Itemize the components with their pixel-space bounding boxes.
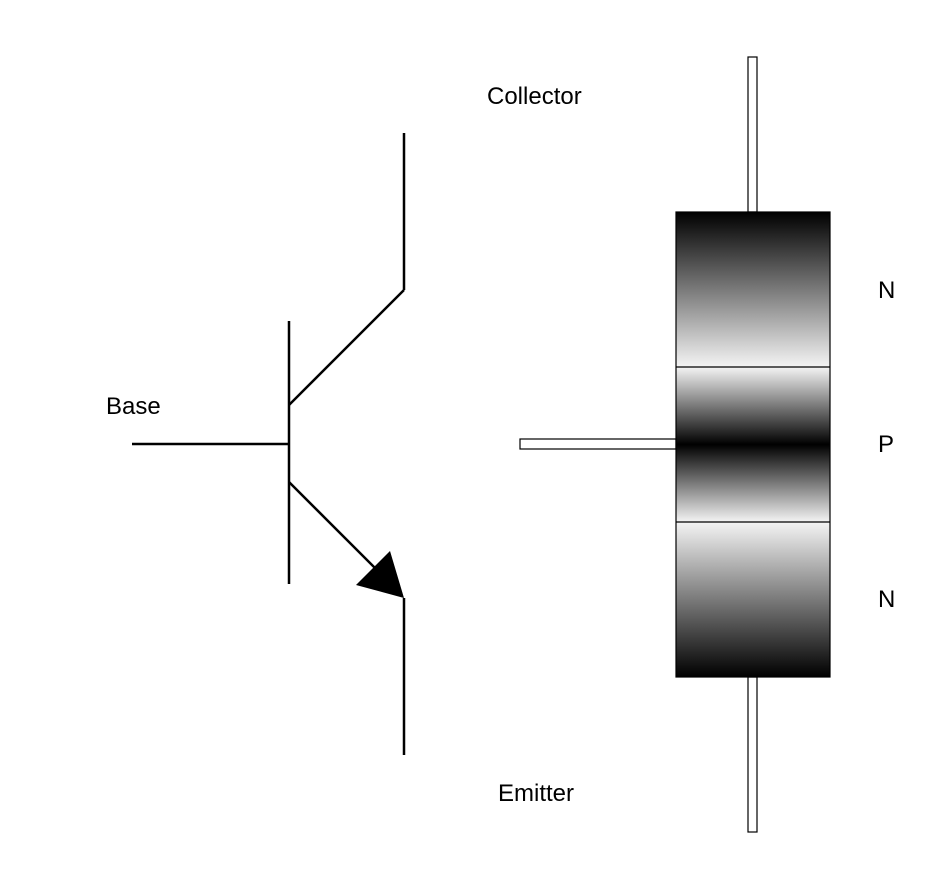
collector-terminal xyxy=(747,56,758,213)
emitter-diagonal xyxy=(288,481,379,572)
layer-label-p: P xyxy=(878,431,894,458)
npn-structure xyxy=(519,56,831,833)
base-p-layer xyxy=(676,367,830,522)
emitter-label: Emitter xyxy=(498,780,574,807)
structure-outline xyxy=(675,211,831,678)
emitter-n-layer xyxy=(676,522,830,677)
emitter-arrow xyxy=(356,551,404,598)
collector-diagonal xyxy=(288,289,405,406)
base-terminal xyxy=(519,438,677,450)
emitter-terminal xyxy=(747,676,758,833)
collector-label: Collector xyxy=(487,83,582,110)
layer-label-bottom-n: N xyxy=(878,586,895,613)
base-label: Base xyxy=(106,393,161,420)
collector-n-layer xyxy=(676,212,830,367)
layer-label-top-n: N xyxy=(878,277,895,304)
transistor-symbol xyxy=(132,133,406,755)
